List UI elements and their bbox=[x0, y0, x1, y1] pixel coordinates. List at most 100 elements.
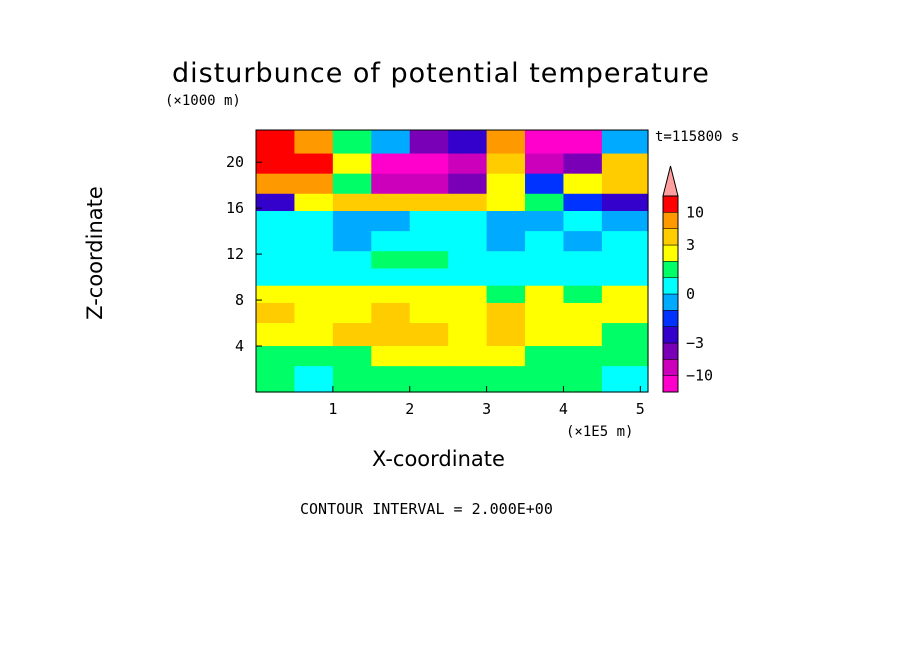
heatmap-cell bbox=[525, 251, 565, 270]
heatmap-cell bbox=[256, 193, 296, 212]
heatmap-cell bbox=[448, 366, 488, 393]
y-tick-label: 16 bbox=[226, 199, 244, 217]
y-tick-label: 20 bbox=[226, 153, 244, 171]
heatmap-cell bbox=[525, 153, 565, 175]
heatmap-cell bbox=[486, 130, 526, 155]
heatmap-cell bbox=[601, 130, 649, 155]
colorbar-tick-label: 10 bbox=[686, 203, 704, 221]
heatmap-cell bbox=[601, 231, 649, 252]
heatmap-cell bbox=[409, 302, 449, 324]
heatmap-cell bbox=[601, 173, 649, 195]
heatmap-cell bbox=[256, 302, 296, 324]
heatmap-cell bbox=[601, 302, 649, 324]
heatmap-cell bbox=[448, 323, 488, 347]
colorbar-segment bbox=[662, 359, 679, 376]
heatmap-cell bbox=[563, 211, 603, 232]
colorbar-segment bbox=[662, 212, 679, 229]
heatmap-cell bbox=[409, 366, 449, 393]
heatmap-cell bbox=[409, 173, 449, 195]
heatmap-cell bbox=[409, 211, 449, 232]
heatmap-cell bbox=[601, 153, 649, 175]
colorbar-segment bbox=[662, 310, 679, 327]
heatmap-cell bbox=[332, 251, 372, 270]
heatmap-cell bbox=[256, 285, 296, 304]
heatmap-cell bbox=[371, 193, 411, 212]
heatmap-cell bbox=[371, 173, 411, 195]
heatmap-cell bbox=[525, 285, 565, 304]
heatmap-cell bbox=[294, 268, 334, 287]
heatmap-cell bbox=[256, 366, 296, 393]
colorbar-tick-label: 3 bbox=[686, 236, 695, 254]
heatmap-cell bbox=[486, 193, 526, 212]
heatmap-cell bbox=[601, 211, 649, 232]
heatmap-cell bbox=[409, 251, 449, 270]
heatmap-cell bbox=[256, 153, 296, 175]
heatmap-cell bbox=[256, 231, 296, 252]
heatmap-cell bbox=[563, 366, 603, 393]
plot-frame bbox=[255, 129, 649, 393]
heatmap-cell bbox=[294, 173, 334, 195]
heatmap-cell bbox=[294, 153, 334, 175]
x-axis-label: X-coordinate bbox=[372, 447, 505, 471]
heatmap-cell bbox=[448, 302, 488, 324]
heatmap-cell bbox=[332, 231, 372, 252]
heatmap-cell bbox=[371, 251, 411, 270]
heatmap-cell bbox=[486, 346, 526, 367]
colorbar-tick-label: −10 bbox=[686, 367, 713, 385]
heatmap-cell bbox=[294, 211, 334, 232]
heatmap-cell bbox=[525, 211, 565, 232]
heatmap-cell bbox=[409, 153, 449, 175]
heatmap-cell bbox=[294, 251, 334, 270]
heatmap-cell bbox=[371, 268, 411, 287]
y-axis-unit: (×1000 m) bbox=[165, 93, 241, 109]
heatmap-cell bbox=[294, 323, 334, 347]
heatmap-cell bbox=[525, 193, 565, 212]
x-tick-label: 5 bbox=[636, 400, 645, 418]
heatmap-cell bbox=[486, 285, 526, 304]
y-tick-label: 12 bbox=[226, 245, 244, 263]
heatmap-cell bbox=[448, 130, 488, 155]
x-axis-ticks: 1 2 3 4 5 bbox=[328, 386, 645, 418]
heatmap-cell bbox=[409, 231, 449, 252]
heatmap-cell bbox=[486, 211, 526, 232]
heatmap-cell bbox=[332, 366, 372, 393]
heatmap-cell bbox=[448, 346, 488, 367]
heatmap-cell bbox=[525, 366, 565, 393]
heatmap-cell bbox=[294, 285, 334, 304]
heatmap-cell bbox=[601, 285, 649, 304]
heatmap-cell bbox=[448, 251, 488, 270]
heatmap-cell bbox=[409, 346, 449, 367]
heatmap-cell bbox=[525, 130, 565, 155]
heatmap-cell bbox=[332, 323, 372, 347]
colorbar-segment bbox=[662, 375, 679, 393]
heatmap-cell bbox=[563, 268, 603, 287]
heatmap-cell bbox=[601, 251, 649, 270]
colorbar: 10 3 0 −3 −10 bbox=[662, 165, 713, 393]
heatmap-cell bbox=[563, 302, 603, 324]
heatmap-cell bbox=[563, 231, 603, 252]
heatmap-cell bbox=[448, 193, 488, 212]
x-tick-label: 2 bbox=[405, 400, 414, 418]
heatmap-cell bbox=[601, 346, 649, 367]
heatmap-cell bbox=[486, 302, 526, 324]
heatmap-cell bbox=[332, 285, 372, 304]
heatmap-cell bbox=[448, 268, 488, 287]
heatmap-cell bbox=[563, 130, 603, 155]
heatmap-cell bbox=[563, 193, 603, 212]
colorbar-segment bbox=[662, 326, 679, 344]
heatmap-cell bbox=[371, 323, 411, 347]
heatmap-cell bbox=[448, 153, 488, 175]
x-axis-unit: (×1E5 m) bbox=[566, 424, 634, 440]
heatmap-cell bbox=[256, 173, 296, 195]
heatmap-cell bbox=[525, 323, 565, 347]
heatmap-cell bbox=[601, 268, 649, 287]
colorbar-tick-label: 0 bbox=[686, 285, 695, 303]
heatmap-cell bbox=[256, 130, 296, 155]
heatmap-cell bbox=[294, 302, 334, 324]
heatmap-cell bbox=[332, 211, 372, 232]
heatmap-cell bbox=[563, 153, 603, 175]
colorbar-segment bbox=[662, 261, 679, 278]
heatmap-cell bbox=[448, 285, 488, 304]
heatmap-cell bbox=[294, 231, 334, 252]
